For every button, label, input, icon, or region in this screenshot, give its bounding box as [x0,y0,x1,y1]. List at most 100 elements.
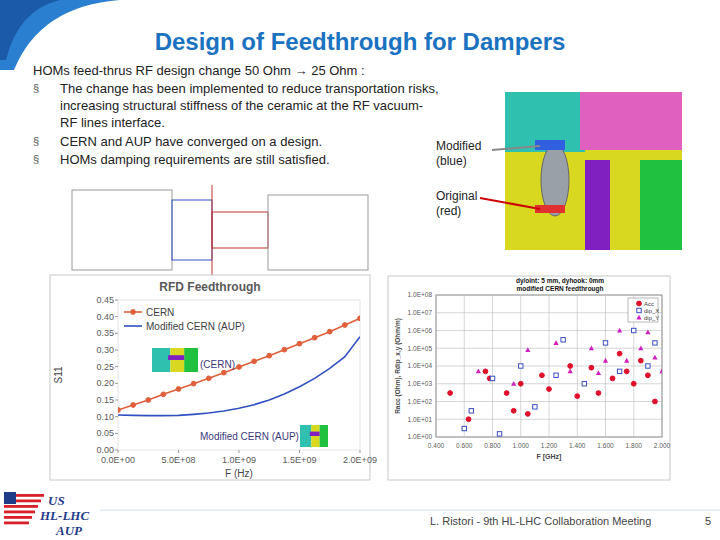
data-point [553,340,558,345]
cad-part [505,92,585,152]
y-axis-label: S11 [53,366,64,383]
data-point [511,381,516,386]
tick-label: 1.0E+03 [408,380,433,387]
legend-swatch [637,301,642,306]
data-point [267,353,272,358]
logo-text: HL-LHC [39,508,89,523]
data-point [617,369,621,373]
plot-data [118,316,360,416]
data-point [476,369,481,374]
grid-line [662,295,663,437]
legend-label: Acc [644,301,654,307]
chart-frame [388,276,670,480]
data-point [617,328,622,333]
chart-subtitle: modified CERN feedthrough [516,285,603,293]
bullet-mark: § [33,133,39,150]
chart-title: RFD Feedthrough [159,280,260,294]
tick-label: 0.800 [484,442,501,449]
grid-line [464,295,465,437]
logo-stripe [4,516,32,519]
schematic [72,185,368,275]
chart-title: dy/oint: 5 mm, dyhook: 0mm [516,277,604,285]
data-point [297,341,302,346]
cad-bg [505,92,682,250]
footer-rule [100,510,720,511]
tick-label: 1.0E+02 [408,398,433,405]
grid-line [492,295,493,437]
logo: USHL-LHCAUP [4,492,89,538]
data-point [582,382,586,386]
logo-text: AUP [55,523,83,538]
tick [360,450,361,453]
inset-part [168,355,184,360]
cad-part [640,160,682,250]
data-point [342,323,347,328]
schematic-part [212,185,213,275]
tick-label: 0.35 [96,328,114,338]
tick-label: 1.0E+07 [408,309,433,316]
data-point [596,391,601,396]
data-point [448,391,453,396]
intro-text: HOMs feed-thrus RF design change 50 Ohm … [33,62,453,79]
inset-part [310,432,320,436]
arrow [480,198,540,209]
tick [115,433,118,434]
data-point [589,345,594,350]
data-point [624,358,629,363]
data-point [632,328,636,332]
schematic-part [268,195,368,270]
chart: dy/oint: 5 mm, dyhook: 0mmmodified CERN … [388,276,671,480]
corner-decoration [0,0,60,60]
data-point [645,373,650,378]
tick [115,416,118,417]
tick [115,350,118,351]
data-point [490,376,494,380]
tick-label: 0.15 [96,395,114,405]
data-point [191,381,196,386]
inset-part [320,425,328,447]
data-point [659,369,662,374]
tick-label: 1.0E+00 [408,433,433,440]
tick-label: 0.05 [96,428,114,438]
tick-label: 0.400 [428,442,445,449]
legend-swatch [131,310,136,315]
y-axis-label: Racc (Ohm), Rdip_x,y (Ohm/m) [394,318,402,414]
legend-label: Modified CERN (AUP) [146,321,245,332]
grid-line [549,295,550,437]
data-point [624,369,629,374]
tick-label: 0.10 [96,412,114,422]
tick-label: 1.0E+06 [408,327,433,334]
data-point [631,381,636,386]
bullet-text: CERN and AUP have converged on a design. [60,133,440,150]
tick [239,450,240,453]
data-point [237,365,242,370]
x-axis-label: F [GHz] [537,453,562,461]
tick [115,383,118,384]
legend-label: CERN [146,307,174,318]
data-point [466,417,471,422]
tick-label: 1.000 [513,442,530,449]
data-point [282,347,287,352]
legend-swatch [637,308,641,312]
cad-part [585,160,610,250]
tick-label: 0.00 [96,445,114,455]
data-point [525,412,530,417]
logo-stripe [4,522,29,525]
data-point [519,364,523,368]
annotation: (CERN) [200,359,235,370]
tick-label: 0.20 [96,378,114,388]
data-point [645,329,650,334]
schematic-part [72,190,172,270]
data-point [561,338,565,342]
data-point [483,369,488,374]
page-number: 5 [705,515,711,527]
tick-label: 2.0E+09 [343,455,377,465]
data-point [525,347,530,352]
schematic-part [212,212,268,248]
data-point [511,408,516,413]
inset-image [152,348,198,372]
x-axis-label: F (Hz) [225,468,253,479]
corner-decoration [0,0,120,70]
tick-label: 0.30 [96,345,114,355]
tick-label: 1.0E+04 [408,362,433,369]
